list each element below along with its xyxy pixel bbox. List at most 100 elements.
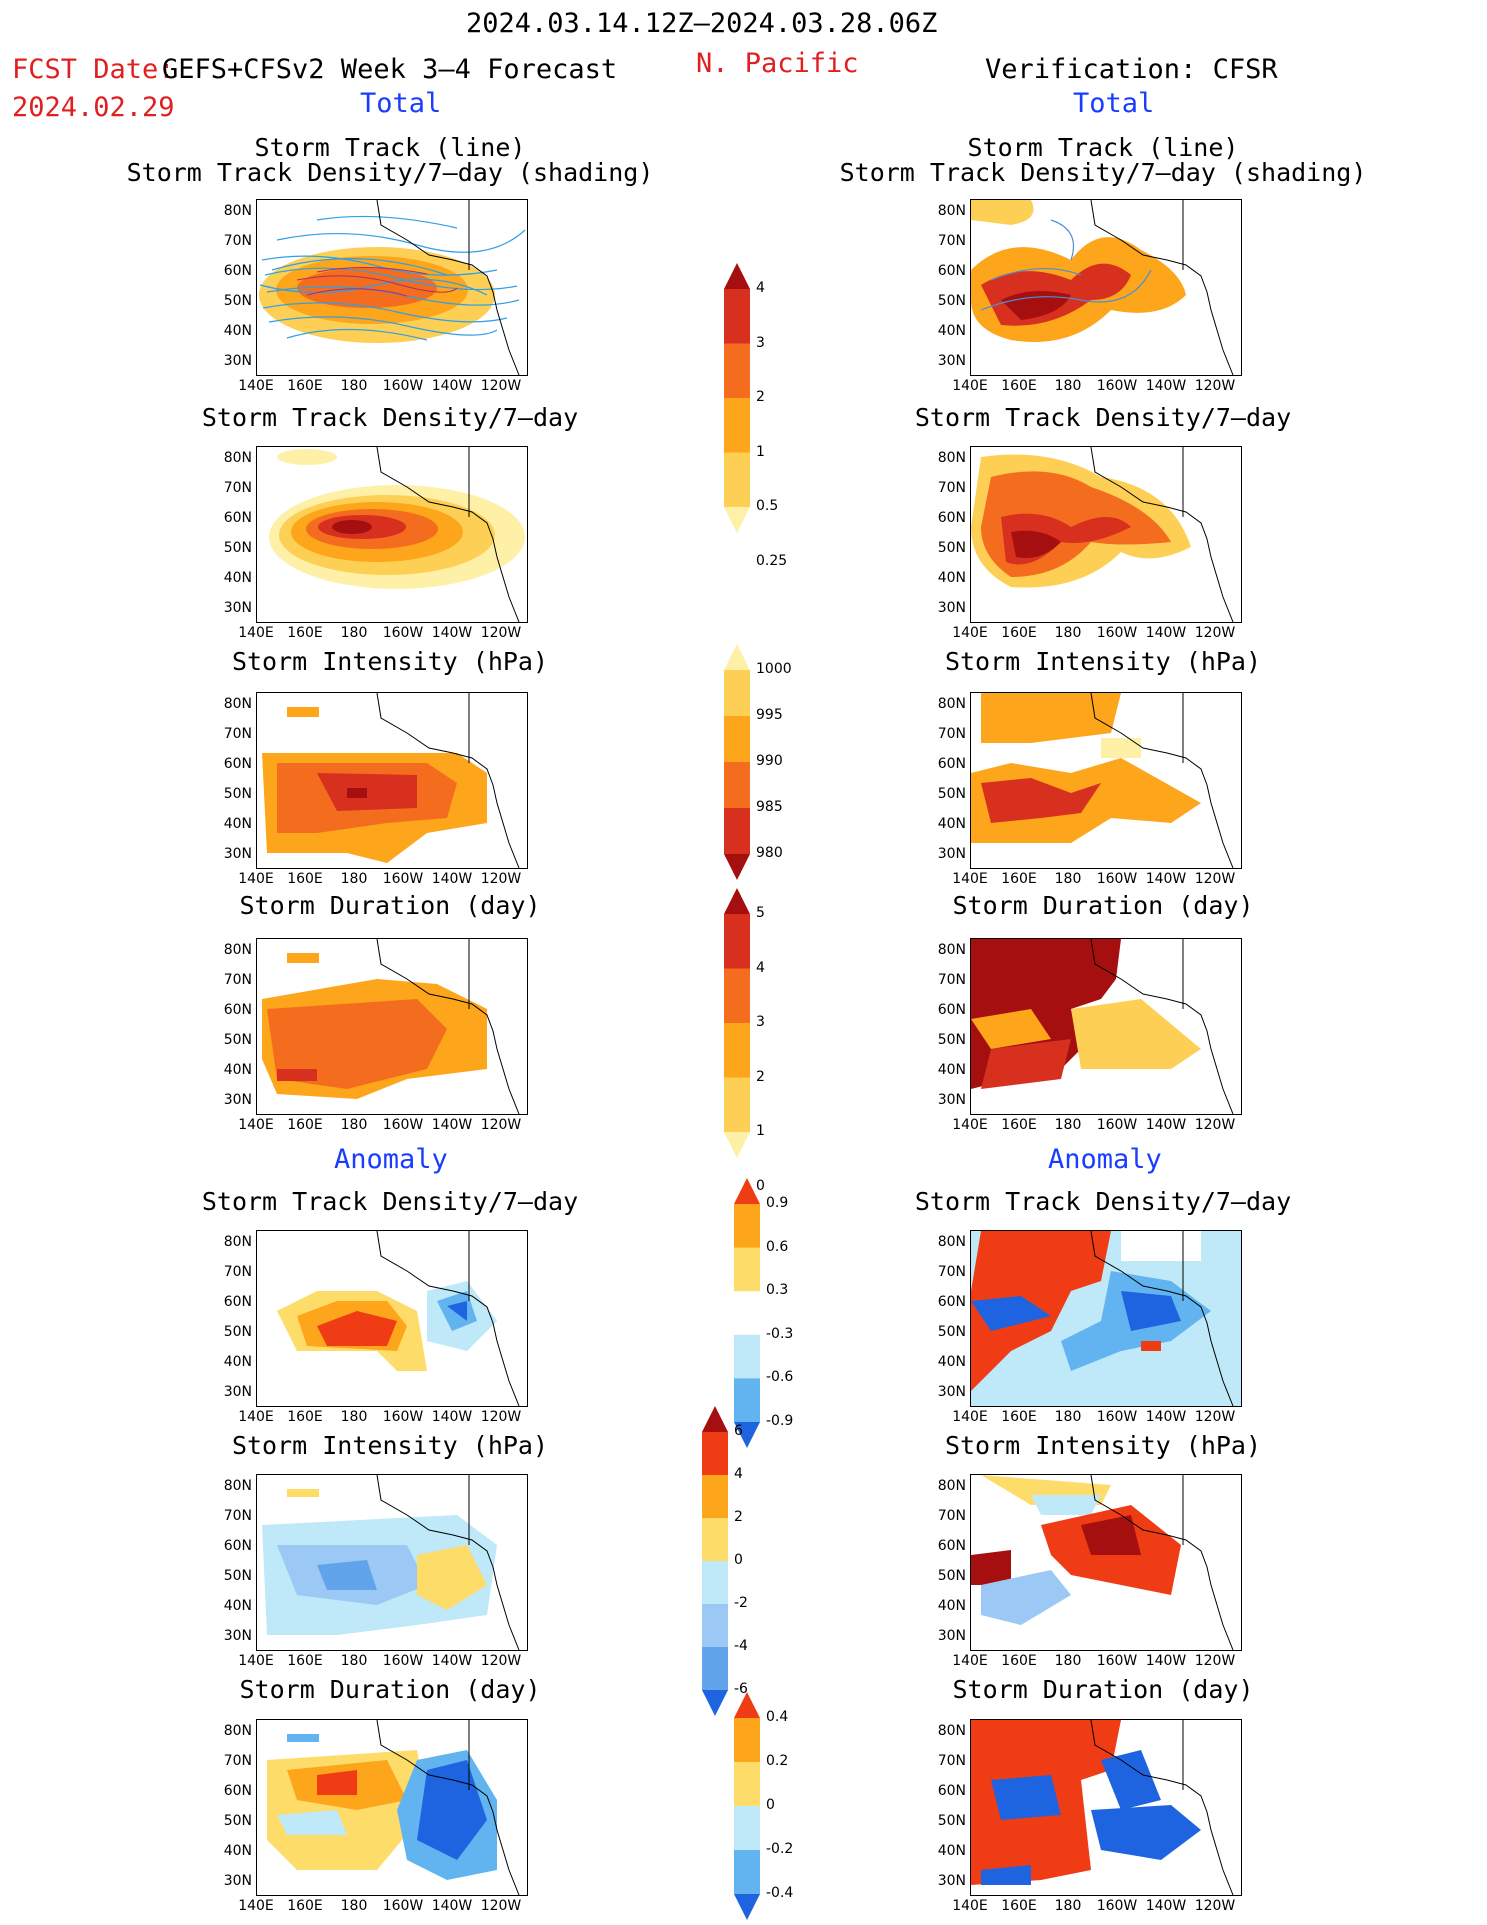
lon-tick-label: 140E [238, 1409, 274, 1425]
lat-tick-label: 70N [937, 1508, 966, 1524]
lon-tick-label: 180 [340, 1117, 368, 1133]
lon-tick-label: 140E [952, 1653, 988, 1669]
colorbar-swatch [734, 1378, 760, 1423]
lon-tick-label: 120W [1194, 625, 1236, 641]
lat-tick-label: 50N [937, 293, 966, 309]
lat-tick-label: 60N [937, 1783, 966, 1799]
lat-tick-label: 70N [937, 726, 966, 742]
lat-tick-label: 30N [223, 353, 252, 369]
map-left-anom-density [256, 1230, 528, 1407]
map-left-anom-duration [256, 1719, 528, 1896]
lon-tick-label: 160E [1001, 1409, 1037, 1425]
lat-tick-label: 60N [223, 1783, 252, 1799]
lat-tick-label: 40N [223, 1354, 252, 1370]
lon-tick-label: 140W [1145, 1117, 1187, 1133]
colorbar-swatch [734, 1291, 760, 1336]
lat-tick-label: 70N [937, 972, 966, 988]
lon-tick-label: 180 [340, 1898, 368, 1914]
colorbar-label: 3 [756, 334, 765, 351]
colorbar-label: 3 [756, 1014, 765, 1030]
lon-tick-label: 140E [238, 625, 274, 641]
region-title: N. Pacific [696, 48, 859, 79]
lat-tick-label: 80N [937, 450, 966, 466]
lon-tick-label: 160E [1001, 871, 1037, 887]
lat-tick-label: 50N [223, 1032, 252, 1048]
lat-tick-label: 60N [937, 1002, 966, 1018]
colorbar-label: 2 [734, 1509, 743, 1525]
map-left-intensity [256, 692, 528, 869]
lon-tick-label: 180 [340, 871, 368, 887]
colorbar-swatch [724, 968, 750, 1024]
lat-tick-label: 80N [223, 1723, 252, 1739]
lon-tick-label: 160W [382, 1409, 424, 1425]
colorbar-graphic [724, 263, 750, 533]
colorbar-swatch [724, 808, 750, 855]
lat-tick-label: 70N [937, 1753, 966, 1769]
lat-tick-label: 40N [223, 1843, 252, 1859]
lon-tick-label: 160E [1001, 378, 1037, 394]
lon-tick-label: 140W [431, 1898, 473, 1914]
lon-tick-label: 160E [1001, 1117, 1037, 1133]
colorbar-label: 1000 [756, 661, 792, 677]
lon-tick-label: 140W [431, 1409, 473, 1425]
colorbar-swatch [734, 1762, 760, 1807]
lon-tick-label: 140W [1145, 1653, 1187, 1669]
lat-tick-label: 80N [223, 203, 252, 219]
lat-tick-label: 80N [937, 1723, 966, 1739]
lon-tick-label: 180 [1054, 1409, 1082, 1425]
lon-tick-label: 120W [1194, 1117, 1236, 1133]
colorbar-label: 0.4 [766, 1709, 789, 1725]
lat-tick-label: 70N [223, 1508, 252, 1524]
lat-tick-label: 60N [937, 756, 966, 772]
colorbar-swatch [724, 1077, 750, 1133]
colorbar-swatch [734, 1718, 760, 1763]
colorbar-swatch [724, 888, 750, 914]
map-right-intensity [970, 692, 1242, 869]
period-title: 2024.03.14.12Z–2024.03.28.06Z [466, 8, 938, 39]
lat-tick-label: 60N [223, 1294, 252, 1310]
lat-tick-label: 50N [223, 786, 252, 802]
total-left-label: Total [360, 88, 442, 119]
lon-tick-label: 180 [1054, 625, 1082, 641]
lat-tick-label: 80N [223, 1234, 252, 1250]
lon-tick-label: 160W [382, 1653, 424, 1669]
lon-tick-label: 180 [1054, 378, 1082, 394]
left-anom-duration-title: Storm Duration (day) [239, 1675, 541, 1704]
lon-tick-label: 160E [287, 871, 323, 887]
lat-tick-label: 60N [937, 1538, 966, 1554]
lat-tick-label: 30N [937, 353, 966, 369]
lon-tick-label: 120W [480, 1898, 522, 1914]
lon-tick-label: 160E [1001, 625, 1037, 641]
lon-tick-label: 160W [382, 1898, 424, 1914]
lon-tick-label: 180 [1054, 1898, 1082, 1914]
lon-tick-label: 140W [431, 871, 473, 887]
colorbar-label: 4 [734, 1466, 743, 1482]
colorbar-label: 1 [756, 443, 765, 460]
colorbar-intensity-anom: 6 4 2 0 -2 -4 -6 [700, 1406, 780, 1716]
lon-tick-label: 180 [1054, 871, 1082, 887]
colorbar-graphic [734, 1178, 760, 1448]
lon-tick-label: 140E [952, 871, 988, 887]
lat-tick-label: 60N [223, 1538, 252, 1554]
lon-tick-label: 140E [952, 625, 988, 641]
lon-tick-label: 180 [340, 625, 368, 641]
lat-tick-label: 50N [937, 786, 966, 802]
colorbar-swatch [734, 1894, 760, 1920]
lat-tick-label: 30N [223, 1092, 252, 1108]
colorbar-swatch [724, 716, 750, 763]
colorbar-label: 980 [756, 845, 783, 861]
colorbar-swatch [734, 1692, 760, 1718]
colorbar-duration-total: 5 4 3 2 1 0 [722, 888, 802, 1194]
lat-tick-label: 30N [223, 1628, 252, 1644]
lon-tick-label: 140W [1145, 1409, 1187, 1425]
colorbar-label: 2 [756, 389, 765, 405]
lat-tick-label: 70N [223, 726, 252, 742]
lat-tick-label: 40N [937, 1354, 966, 1370]
colorbar-label: -0.2 [766, 1841, 794, 1857]
colorbar-swatch [724, 914, 750, 969]
lon-tick-label: 160E [287, 1898, 323, 1914]
lat-tick-label: 30N [223, 846, 252, 862]
verification-title: Verification: CFSR [985, 54, 1278, 85]
lon-tick-label: 140W [1145, 625, 1187, 641]
colorbar-swatch [724, 398, 750, 453]
